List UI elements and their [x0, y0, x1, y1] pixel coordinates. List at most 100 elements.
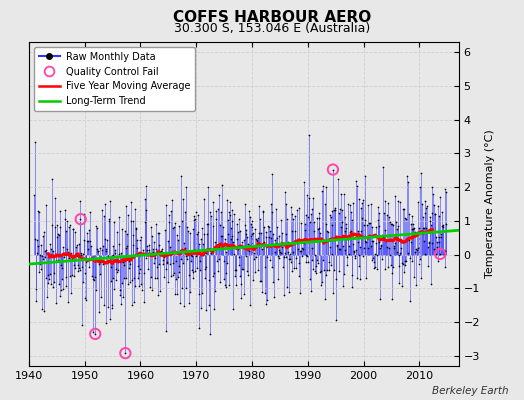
Point [65, 254, 73, 261]
Point [97, 207, 106, 213]
Point [133, 237, 141, 243]
Point [376, 245, 385, 252]
Point [305, 219, 314, 225]
Point [227, 218, 236, 224]
Point [189, 269, 197, 275]
Point [184, 300, 193, 306]
Point [206, 331, 214, 337]
Point [329, 166, 337, 173]
Point [301, 212, 310, 218]
Point [131, 206, 139, 212]
Point [60, 254, 68, 261]
Point [233, 221, 241, 227]
Point [406, 298, 414, 304]
Point [389, 222, 398, 228]
Point [155, 241, 163, 248]
Point [442, 221, 451, 227]
Point [198, 290, 206, 296]
Point [246, 302, 254, 308]
Point [294, 273, 303, 279]
Point [178, 285, 187, 291]
Point [235, 253, 243, 260]
Point [392, 226, 401, 233]
Point [355, 252, 364, 258]
Point [384, 200, 392, 207]
Point [277, 249, 285, 256]
Point [227, 225, 235, 231]
Point [401, 258, 409, 264]
Point [419, 224, 427, 231]
Point [352, 178, 360, 184]
Point [245, 208, 253, 214]
Point [161, 227, 169, 233]
Point [204, 277, 213, 284]
Point [251, 226, 259, 232]
Text: 30.300 S, 153.046 E (Australia): 30.300 S, 153.046 E (Australia) [174, 22, 370, 35]
Point [213, 243, 221, 249]
Point [316, 282, 325, 288]
Point [290, 265, 299, 272]
Point [252, 254, 260, 260]
Point [323, 228, 332, 235]
Point [152, 221, 160, 228]
Point [133, 245, 141, 252]
Point [360, 244, 368, 251]
Point [327, 262, 335, 268]
Point [111, 247, 119, 254]
Point [364, 244, 373, 251]
Point [431, 210, 439, 217]
Point [427, 222, 435, 229]
Point [286, 250, 294, 257]
Point [345, 202, 354, 208]
Point [377, 243, 386, 250]
Point [117, 250, 125, 257]
Point [341, 214, 349, 220]
Point [189, 226, 198, 232]
Point [409, 226, 418, 232]
Point [376, 296, 384, 303]
Point [71, 229, 79, 236]
Point [258, 289, 266, 296]
Point [408, 258, 417, 264]
Point [261, 264, 269, 270]
Point [30, 192, 39, 198]
Point [32, 237, 41, 243]
Point [203, 220, 212, 227]
Point [354, 239, 362, 245]
Point [180, 245, 189, 252]
Point [322, 221, 330, 227]
Point [415, 228, 423, 235]
Point [200, 266, 209, 272]
Point [235, 262, 244, 268]
Point [80, 210, 89, 217]
Point [148, 286, 156, 293]
Point [86, 238, 94, 244]
Point [41, 248, 49, 254]
Point [105, 216, 113, 222]
Point [363, 221, 371, 228]
Point [47, 281, 56, 287]
Point [407, 239, 415, 245]
Point [356, 244, 364, 250]
Point [214, 244, 223, 250]
Point [89, 328, 97, 335]
Point [93, 224, 101, 231]
Point [391, 218, 400, 225]
Point [405, 211, 413, 217]
Point [417, 274, 425, 281]
Point [396, 199, 404, 206]
Point [99, 243, 107, 249]
Point [91, 331, 99, 337]
Point [434, 258, 442, 264]
Point [138, 286, 147, 293]
Point [272, 224, 281, 230]
Point [295, 260, 303, 266]
Point [275, 233, 283, 239]
Point [368, 224, 376, 231]
Point [375, 210, 383, 216]
Point [314, 215, 323, 222]
Point [188, 267, 196, 274]
Point [104, 252, 113, 259]
Point [150, 260, 158, 267]
Point [225, 209, 233, 216]
